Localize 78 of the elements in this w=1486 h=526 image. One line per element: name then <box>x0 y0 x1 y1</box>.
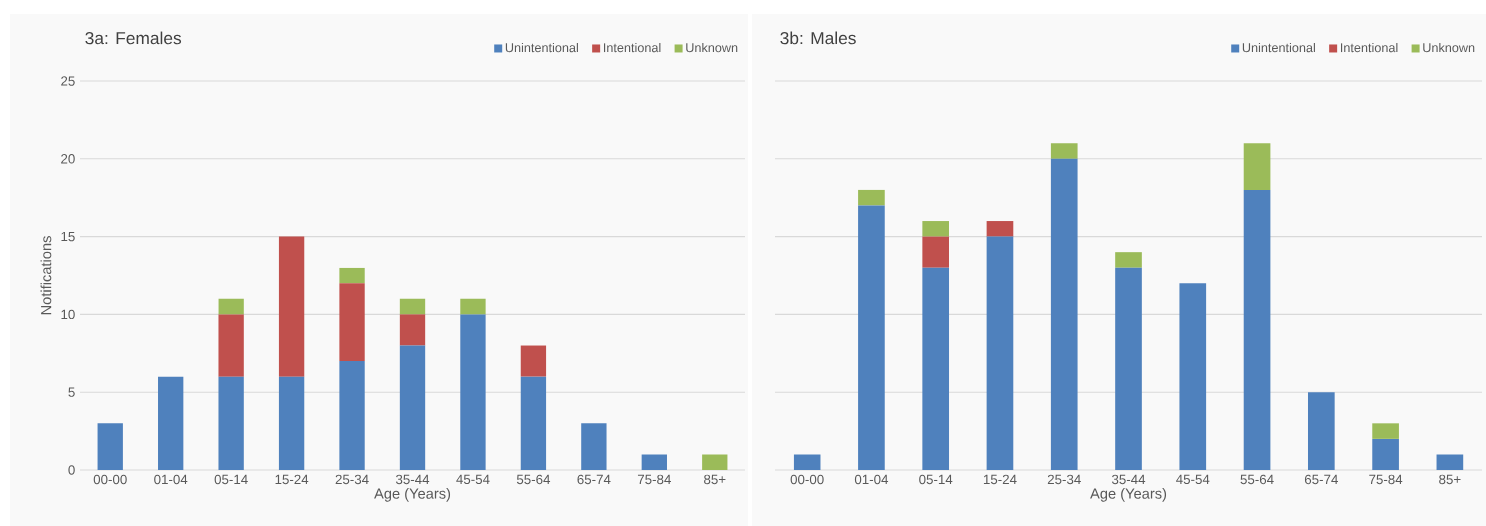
bar <box>922 267 950 470</box>
bar <box>399 314 426 346</box>
bar <box>581 423 607 470</box>
bar <box>218 314 244 377</box>
x-tick-label: 25-34 <box>335 474 369 485</box>
bar <box>278 376 305 470</box>
bar <box>641 454 667 470</box>
bar <box>1050 158 1078 470</box>
x-tick-label: 75-84 <box>1369 474 1403 485</box>
x-tick-label: 05-14 <box>919 474 953 485</box>
bar <box>1307 392 1335 470</box>
x-tick-label: 01-04 <box>854 474 889 485</box>
x-tick-label: 85+ <box>1439 474 1461 485</box>
x-tick-label: 15-24 <box>275 474 309 485</box>
x-tick-label: 45-54 <box>456 474 490 485</box>
bar <box>1243 143 1271 190</box>
bar <box>1372 423 1399 439</box>
x-tick-label: 55-64 <box>516 474 551 485</box>
x-tick-label: 65-74 <box>577 474 611 485</box>
legend-label: Unintentional <box>505 42 578 53</box>
bar <box>218 376 244 470</box>
bar <box>97 423 123 470</box>
legend-label: Intentional <box>1340 42 1398 53</box>
chart-title: 3b: Males <box>780 31 856 45</box>
bar <box>339 361 365 470</box>
bar <box>460 298 486 315</box>
x-tick-label: 25-34 <box>1047 474 1081 485</box>
bar <box>793 454 821 470</box>
legend-label: Unintentional <box>1242 42 1315 53</box>
bar <box>218 298 244 315</box>
bar <box>1243 189 1271 470</box>
x-tick-label: 00-00 <box>93 474 127 485</box>
bar <box>520 345 547 377</box>
bar <box>1436 454 1464 470</box>
x-tick-label: 35-44 <box>395 474 430 485</box>
x-axis-title: Age (Years) <box>374 487 451 502</box>
x-tick-label: 75-84 <box>637 474 671 485</box>
bar <box>702 454 728 470</box>
bar <box>460 314 486 470</box>
bar <box>339 283 365 362</box>
x-axis-title: Age (Years) <box>1090 487 1167 502</box>
legend-label: Unknown <box>686 42 738 53</box>
bar <box>858 205 885 470</box>
x-tick-label: 00-00 <box>790 474 824 485</box>
bar <box>986 236 1014 470</box>
bar <box>1115 267 1142 470</box>
bar <box>1050 143 1078 159</box>
y-tick-label: 0 <box>68 465 75 475</box>
bar <box>399 298 426 315</box>
y-axis-title: Notifications <box>40 236 52 315</box>
bar <box>858 189 885 206</box>
bar <box>520 376 547 470</box>
x-tick-label: 45-54 <box>1176 474 1210 485</box>
bar <box>278 236 305 377</box>
y-tick-label: 10 <box>61 309 75 320</box>
y-tick-label: 15 <box>61 231 75 242</box>
legend-label: Intentional <box>603 42 661 53</box>
x-tick-label: 85+ <box>704 474 726 485</box>
y-tick-label: 20 <box>61 154 75 164</box>
bar <box>922 236 950 268</box>
bar <box>1179 283 1207 470</box>
bar <box>922 221 950 237</box>
bar <box>399 345 426 470</box>
x-tick-label: 05-14 <box>214 474 248 485</box>
chart-title: 3a: Females <box>85 31 182 45</box>
bar <box>1372 438 1399 470</box>
y-tick-label: 5 <box>68 387 75 397</box>
x-tick-label: 65-74 <box>1304 474 1338 485</box>
bar <box>1115 252 1142 268</box>
bar <box>158 376 184 470</box>
bar <box>339 267 365 284</box>
x-tick-label: 01-04 <box>154 474 188 485</box>
legend-label: Unknown <box>1423 42 1475 53</box>
x-tick-label: 55-64 <box>1240 474 1274 485</box>
x-tick-label: 15-24 <box>983 474 1017 485</box>
y-tick-label: 25 <box>61 76 75 86</box>
bar <box>986 221 1014 237</box>
x-tick-label: 35-44 <box>1111 474 1146 485</box>
